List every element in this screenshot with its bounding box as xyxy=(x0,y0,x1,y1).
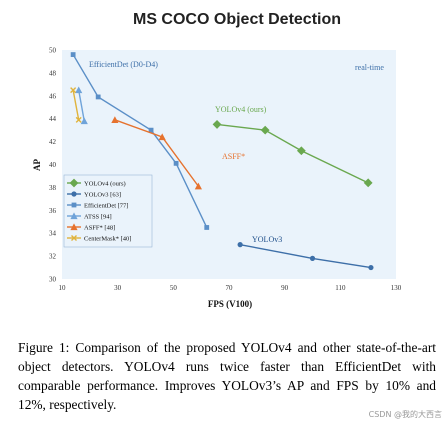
series-layer xyxy=(70,52,374,271)
chart-title: MS COCO Object Detection xyxy=(133,11,341,28)
y-tick-label: 32 xyxy=(49,253,57,261)
legend-item: EfficientDet [77] xyxy=(67,203,128,210)
y-tick-label: 30 xyxy=(49,276,57,284)
legend: YOLOv4 (ours) YOLOv3 [63] EfficientDet [77… xyxy=(63,174,153,248)
data-point xyxy=(204,225,210,230)
marker-stroke xyxy=(70,87,77,94)
marker-stroke xyxy=(75,116,82,123)
series-centermask-40 xyxy=(70,87,82,123)
x-tick-label: 50 xyxy=(170,284,178,292)
data-point xyxy=(75,86,83,94)
legend-label: YOLOv3 [63] xyxy=(84,192,121,199)
y-tick-label: 48 xyxy=(49,69,57,77)
data-point xyxy=(158,133,166,141)
legend-box xyxy=(63,174,153,248)
annotation-efficientdet: EfficientDet (D0-D4) xyxy=(89,60,158,69)
data-point xyxy=(71,202,77,208)
series-asff-48 xyxy=(111,116,202,190)
data-point xyxy=(71,191,77,197)
legend-label: ASFF* [48] xyxy=(84,225,115,232)
data-point xyxy=(237,242,243,248)
x-tick-label: 10 xyxy=(59,284,67,292)
series-line xyxy=(216,123,369,184)
data-point xyxy=(71,235,77,241)
data-point xyxy=(70,223,78,231)
y-tick-label: 40 xyxy=(49,161,57,169)
y-tick-label: 42 xyxy=(49,138,57,146)
marker-stroke xyxy=(71,235,77,241)
data-point xyxy=(363,178,373,188)
y-tick-label: 34 xyxy=(49,230,57,238)
legend-item: ATSS [94] xyxy=(67,212,112,221)
data-point xyxy=(111,116,119,123)
data-point xyxy=(75,116,82,123)
watermark: CSDN @我的大西言 xyxy=(368,410,442,419)
x-tick-label: 110 xyxy=(335,284,346,292)
y-tick-label: 46 xyxy=(49,92,57,100)
legend-label: CenterMask* [40] xyxy=(84,236,131,243)
legend-item: YOLOv3 [63] xyxy=(67,191,121,199)
legend-label: EfficientDet [77] xyxy=(84,203,128,210)
series-efficientdet-77 xyxy=(70,52,210,230)
y-tick-label: 44 xyxy=(49,115,57,123)
x-tick-label: 90 xyxy=(281,284,289,292)
data-point xyxy=(70,87,77,94)
y-tick-label: 36 xyxy=(49,207,57,215)
y-axis-label: AP xyxy=(32,159,42,171)
detection-chart: MS COCO Object Detection 10 30 50 70 90 110 13… xyxy=(32,11,402,309)
data-point xyxy=(296,146,306,156)
series-yolov3-63 xyxy=(237,242,374,271)
series-atss-94 xyxy=(75,86,88,125)
data-point xyxy=(95,94,101,100)
y-tick-label: 38 xyxy=(49,184,57,192)
figure-caption: Figure 1: Comparison of the proposed YOL… xyxy=(18,340,436,412)
legend-item: YOLOv4 (ours) xyxy=(67,178,126,188)
data-point xyxy=(309,255,316,261)
annotation-realtime: real-time xyxy=(355,63,384,72)
data-point xyxy=(70,52,76,57)
data-point xyxy=(212,120,222,129)
legend-label: YOLOv4 (ours) xyxy=(84,181,126,188)
data-point xyxy=(194,182,202,190)
chart-figure: MS COCO Object Detection 10 30 50 70 90 110 13… xyxy=(32,11,402,309)
series-line xyxy=(78,89,85,122)
data-point xyxy=(368,264,374,271)
x-tick-label: 70 xyxy=(226,284,234,292)
legend-item: CenterMask* [40] xyxy=(67,235,131,243)
x-tick-label: 30 xyxy=(114,284,122,292)
series-line xyxy=(72,89,80,120)
annotation-yolov3: YOLOv3 xyxy=(252,235,282,244)
legend-item: ASFF* [48] xyxy=(67,223,115,232)
x-tick-label: 130 xyxy=(391,284,402,292)
data-point xyxy=(70,212,78,220)
data-point xyxy=(173,160,179,166)
data-point xyxy=(69,178,79,188)
annotation-asff: ASFF* xyxy=(222,152,245,161)
data-point xyxy=(80,117,88,125)
series-yolov4-ours xyxy=(212,120,373,188)
y-tick-label: 50 xyxy=(49,47,57,55)
x-axis-label: FPS (V100) xyxy=(208,299,252,309)
data-point xyxy=(148,127,154,133)
legend-label: ATSS [94] xyxy=(84,214,112,221)
data-point xyxy=(260,125,270,135)
annotation-yolov4: YOLOv4 (ours) xyxy=(215,105,267,114)
